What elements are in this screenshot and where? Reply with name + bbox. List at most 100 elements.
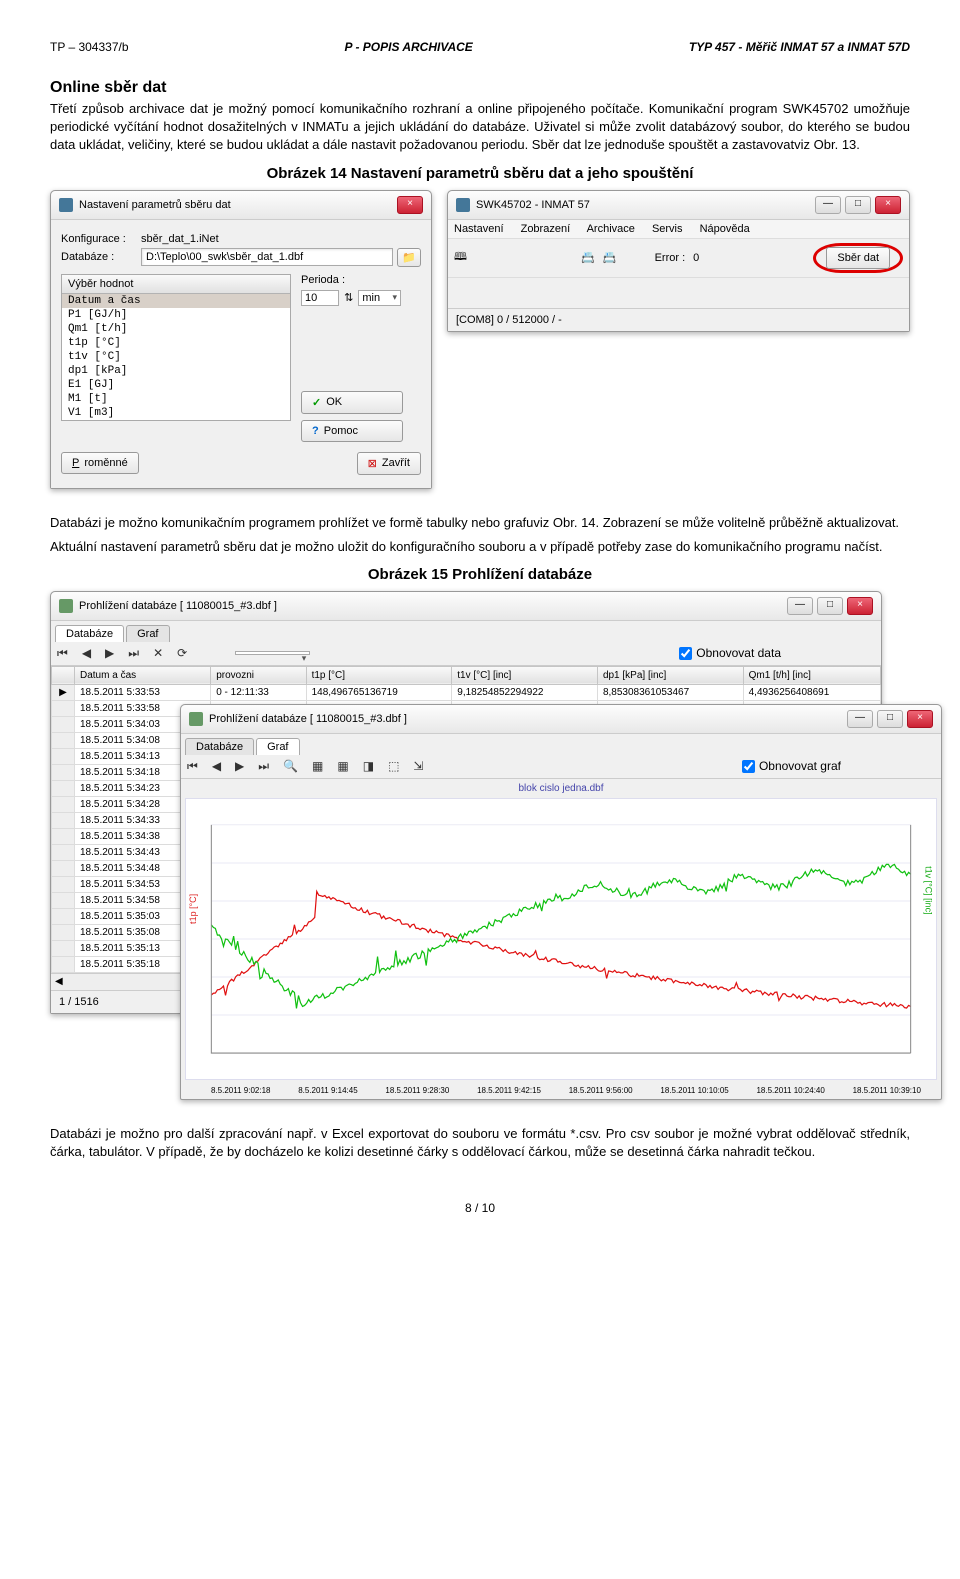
filter-dropdown[interactable] [235, 651, 310, 655]
tool-icon[interactable]: ⬚ [388, 759, 399, 773]
x-tick: 18.5.2011 9:28:30 [385, 1086, 449, 1095]
nav-prev-icon[interactable]: ◀ [82, 646, 91, 660]
section-p1: Třetí způsob archivace dat je možný pomo… [50, 100, 910, 155]
maximize-icon[interactable]: □ [877, 710, 903, 728]
page-footer: 8 / 10 [50, 1201, 910, 1215]
grid-icon[interactable]: ▦ [312, 759, 323, 773]
zoom-icon[interactable]: 🔍 [283, 759, 298, 773]
bottom-p1: Databázi je možno pro další zpracování n… [50, 1125, 910, 1161]
browse-button[interactable]: 📁 [397, 248, 421, 267]
table-header[interactable]: t1p [°C] [306, 666, 452, 684]
tab-databaze[interactable]: Databáze [185, 738, 254, 755]
list-item[interactable]: t1p [°C] [62, 336, 290, 350]
table-header[interactable]: provozni [211, 666, 306, 684]
menu-zobrazeni[interactable]: Zobrazení [521, 223, 571, 235]
menu-archivace[interactable]: Archivace [587, 223, 635, 235]
refresh-graf-checkbox[interactable]: Obnovovat graf [742, 759, 841, 773]
promenne-button[interactable]: Proměnné [61, 452, 139, 474]
konfigurace-label: Konfigurace : [61, 233, 141, 245]
tool-icon[interactable]: 📇 [603, 251, 617, 264]
nav-first-icon[interactable]: ⏮ [57, 646, 68, 661]
maximize-icon[interactable]: □ [845, 196, 871, 214]
menu-servis[interactable]: Servis [652, 223, 683, 235]
table-header[interactable]: Datum a čas [75, 666, 211, 684]
list-item[interactable]: V1 [m3] [62, 406, 290, 420]
tool-icon[interactable]: ◨ [363, 759, 374, 773]
close-icon[interactable]: × [875, 196, 901, 214]
menu-napoveda[interactable]: Nápověda [700, 223, 750, 235]
menu-nastaveni[interactable]: Nastavení [454, 223, 504, 235]
figure15-title: Obrázek 15 Prohlížení databáze [50, 566, 910, 583]
list-item[interactable]: Qm1 [t/h] [62, 322, 290, 336]
list-item[interactable]: dp1 [kPa] [62, 364, 290, 378]
app-icon [59, 198, 73, 212]
list-item[interactable]: t1v [°C] [62, 350, 290, 364]
maximize-icon[interactable]: □ [817, 597, 843, 615]
table-row[interactable]: ▶18.5.2011 5:33:530 - 12:11:33148,496765… [52, 684, 881, 700]
minimize-icon[interactable]: — [847, 710, 873, 728]
delete-icon[interactable]: ✕ [153, 646, 163, 660]
table-header[interactable] [52, 666, 75, 684]
close-icon[interactable]: × [847, 597, 873, 615]
statusbar: [COM8] 0 / 512000 / - [448, 308, 909, 331]
help-button[interactable]: ?Pomoc [301, 420, 403, 442]
titlebar-db1[interactable]: Prohlížení databáze [ 11080015_#3.dbf ] … [51, 592, 881, 621]
tab-databaze[interactable]: Databáze [55, 625, 124, 642]
ok-button[interactable]: ✓OK [301, 391, 403, 414]
titlebar-swk[interactable]: SWK45702 - INMAT 57 — □ × [448, 191, 909, 220]
db2-title: Prohlížení databáze [ 11080015_#3.dbf ] [209, 713, 407, 725]
x-tick: 18.5.2011 9:42:15 [477, 1086, 541, 1095]
titlebar-db2[interactable]: Prohlížení databáze [ 11080015_#3.dbf ] … [181, 705, 941, 734]
list-item[interactable]: P1 [GJ/h] [62, 308, 290, 322]
tool-icon[interactable]: ⇲ [413, 759, 423, 773]
zavrit-button[interactable]: ⊠Zavřít [357, 452, 421, 475]
app-icon [59, 599, 73, 613]
table-header[interactable]: t1v [°C] [inc] [452, 666, 598, 684]
minimize-icon[interactable]: — [787, 597, 813, 615]
x-tick: 18.5.2011 10:24:40 [756, 1086, 824, 1095]
close-icon[interactable]: × [397, 196, 423, 214]
refresh-checkbox[interactable]: Obnovovat data [679, 646, 781, 660]
db1-toolbar: ⏮ ◀ ▶ ⏭ ✕ ⟳ Obnovovat data [51, 642, 881, 666]
error-label: Error : [655, 252, 686, 264]
table-header[interactable]: Qm1 [t/h] [inc] [743, 666, 880, 684]
tool-icon[interactable]: 🕮 [454, 248, 467, 267]
tab-graf[interactable]: Graf [126, 625, 169, 642]
mid-p2: Aktuální nastavení parametrů sběru dat j… [50, 538, 910, 556]
perioda-spinner[interactable]: 10 [301, 290, 339, 306]
header-right: TYP 457 - Měřič INMAT 57 a INMAT 57D [689, 40, 910, 54]
menubar[interactable]: Nastavení Zobrazení Archivace Servis Náp… [448, 220, 909, 239]
nav-first-icon[interactable]: ⏮ [187, 759, 198, 774]
app-icon [189, 712, 203, 726]
window-swk: SWK45702 - INMAT 57 — □ × Nastavení Zobr… [447, 190, 910, 332]
values-list[interactable]: Výběr hodnot Datum a časP1 [GJ/h]Qm1 [t/… [61, 274, 291, 421]
table-header[interactable]: dp1 [kPa] [inc] [597, 666, 743, 684]
nav-prev-icon[interactable]: ◀ [212, 759, 221, 773]
toolbar: 🕮 📇 📇 Error : 0 Sběr dat [448, 239, 909, 278]
db2-tabs: Databáze Graf [181, 734, 941, 755]
app-icon [456, 198, 470, 212]
db2-toolbar: ⏮ ◀ ▶ ⏭ 🔍 ▦ ▦ ◨ ⬚ ⇲ Obnovovat graf [181, 755, 941, 779]
nav-last-icon[interactable]: ⏭ [128, 646, 139, 661]
minimize-icon[interactable]: — [815, 196, 841, 214]
nav-next-icon[interactable]: ▶ [235, 759, 244, 773]
list-item[interactable]: Datum a čas [62, 294, 290, 308]
database-input[interactable]: D:\Teplo\00_swk\sběr_dat_1.dbf [141, 248, 393, 266]
tool-icon[interactable]: ▦ [337, 759, 348, 773]
tool-icon[interactable]: 📇 [581, 251, 595, 264]
close-icon[interactable]: × [907, 710, 933, 728]
titlebar[interactable]: Nastavení parametrů sběru dat × [51, 191, 431, 220]
x-axis-ticks: 8.5.2011 9:02:188.5.2011 9:14:4518.5.201… [181, 1084, 941, 1099]
y-axis-right-label: t1v [°C] [inc] [924, 866, 934, 915]
y-axis-left-label: t1p [°C] [188, 894, 198, 924]
refresh-icon[interactable]: ⟳ [177, 646, 187, 660]
sber-dat-button[interactable]: Sběr dat [826, 247, 890, 269]
list-item[interactable]: E1 [GJ] [62, 378, 290, 392]
chart[interactable]: t1p [°C] t1v [°C] [inc] [185, 798, 937, 1080]
nav-next-icon[interactable]: ▶ [105, 646, 114, 660]
tab-graf[interactable]: Graf [256, 738, 299, 755]
list-item[interactable]: M1 [t] [62, 392, 290, 406]
perioda-unit-dropdown[interactable]: min [358, 290, 401, 306]
nav-last-icon[interactable]: ⏭ [258, 759, 269, 774]
window-settings: Nastavení parametrů sběru dat × Konfigur… [50, 190, 432, 489]
